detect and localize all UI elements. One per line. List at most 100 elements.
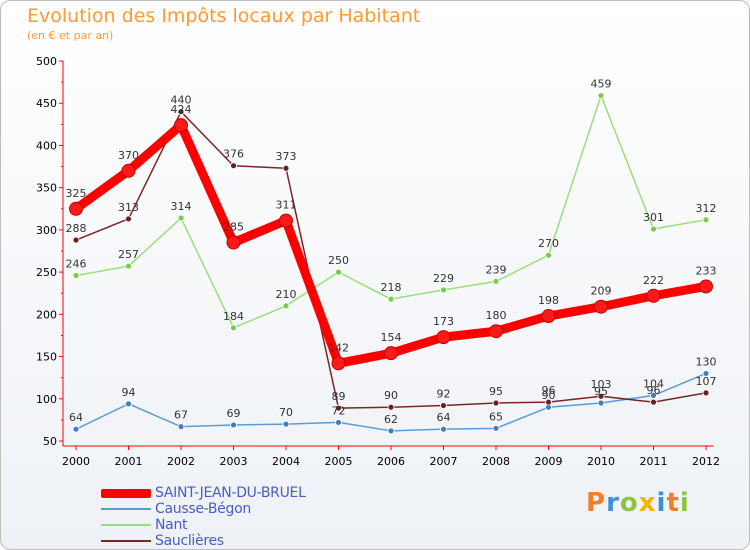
data-point [492,424,500,432]
data-point [597,392,605,400]
data-label: 218 [381,281,402,294]
y-tick-label: 450 [36,97,57,110]
data-point [440,425,447,433]
data-point [650,398,657,406]
data-label: 314 [171,200,192,213]
data-point [440,402,447,409]
data-point [282,302,290,310]
data-point [702,370,710,377]
data-label: 209 [591,285,612,298]
data-point [279,213,293,228]
x-tick-label: 2009 [535,455,563,468]
x-tick-label: 2006 [377,455,405,468]
x-tick-label: 2011 [640,455,668,468]
data-label: 65 [489,410,503,423]
data-point [492,277,500,285]
series-causse-b-gon [72,370,710,435]
data-point [230,324,237,332]
data-point [230,421,237,429]
data-point [226,235,241,250]
logo-letter: r [606,488,620,518]
chart-subtitle: (en € et par an) [27,29,114,42]
series-line [75,110,707,409]
logo-letter: P [586,488,607,518]
data-label: 440 [171,94,192,107]
y-tick-label: 400 [36,139,57,152]
x-tick-label: 2003 [220,455,248,468]
data-label: 270 [538,237,559,250]
data-point [230,162,237,170]
data-label: 370 [118,149,139,162]
data-label: 257 [118,248,139,261]
legend-label: Sauclières [155,533,224,549]
data-label: 288 [66,222,87,235]
data-point [121,163,136,178]
data-point [69,201,83,216]
data-point [650,391,657,399]
legend-label: Causse-Bégon [155,501,251,517]
data-point [387,403,395,411]
x-tick-label: 2012 [692,455,720,468]
data-point [282,420,290,428]
data-point [541,309,556,324]
data-point [72,272,80,279]
data-label: 96 [647,384,661,397]
data-point [436,330,451,345]
data-point [335,268,342,276]
legend-item: SAINT-JEAN-DU-BRUEL [101,485,401,501]
data-label: 325 [66,187,87,200]
data-label: 250 [328,254,349,267]
x-tick-label: 2002 [167,455,195,468]
data-point [594,299,608,314]
x-tick-label: 2010 [587,455,615,468]
data-label: 154 [381,331,402,344]
data-point [177,108,185,116]
data-point [72,236,80,244]
x-tick-label: 2000 [62,455,90,468]
chart-title: Evolution des Impôts locaux par Habitant [27,5,421,27]
data-label: 376 [223,148,244,161]
data-label: 313 [118,201,139,214]
legend-swatch [101,508,151,510]
y-tick-label: 300 [36,224,57,237]
data-label: 69 [227,407,241,420]
data-point [699,279,713,294]
data-point [331,356,346,371]
data-point [492,399,500,407]
logo-letter: i [656,488,667,518]
data-label: 198 [538,294,559,307]
series-line [71,120,711,368]
labels-layer: 325 370 424 285 311 142 154 173 180 198 209 222 233 6… [66,78,717,426]
data-label: 239 [486,263,507,276]
data-label: 373 [276,150,297,163]
proxiti-logo: Proxiti [586,488,690,518]
data-label: 311 [276,199,297,212]
data-point [72,425,80,433]
data-label: 229 [433,272,454,285]
y-tick-label: 200 [36,308,57,321]
data-point [387,295,395,303]
data-point [177,214,185,222]
data-point [650,225,657,233]
data-label: 96 [542,384,556,397]
data-point [335,404,342,412]
data-point [282,164,290,172]
y-tick-label: 350 [36,182,57,195]
data-point [702,389,710,397]
data-label: 184 [223,310,244,323]
data-label: 67 [174,409,188,422]
data-point [489,324,503,339]
series-saint-jean-du-bruel [69,118,713,371]
legend-label: SAINT-JEAN-DU-BRUEL [155,485,306,501]
x-tick-label: 2008 [482,455,510,468]
data-label: 246 [66,257,87,270]
data-label: 90 [384,389,398,402]
legend-item: Sauclières [101,533,401,549]
logo-letter: i [679,488,690,518]
data-point [440,286,447,294]
legend-swatch [101,488,151,498]
data-point [702,216,710,224]
data-label: 312 [696,202,717,215]
data-point [125,262,132,270]
